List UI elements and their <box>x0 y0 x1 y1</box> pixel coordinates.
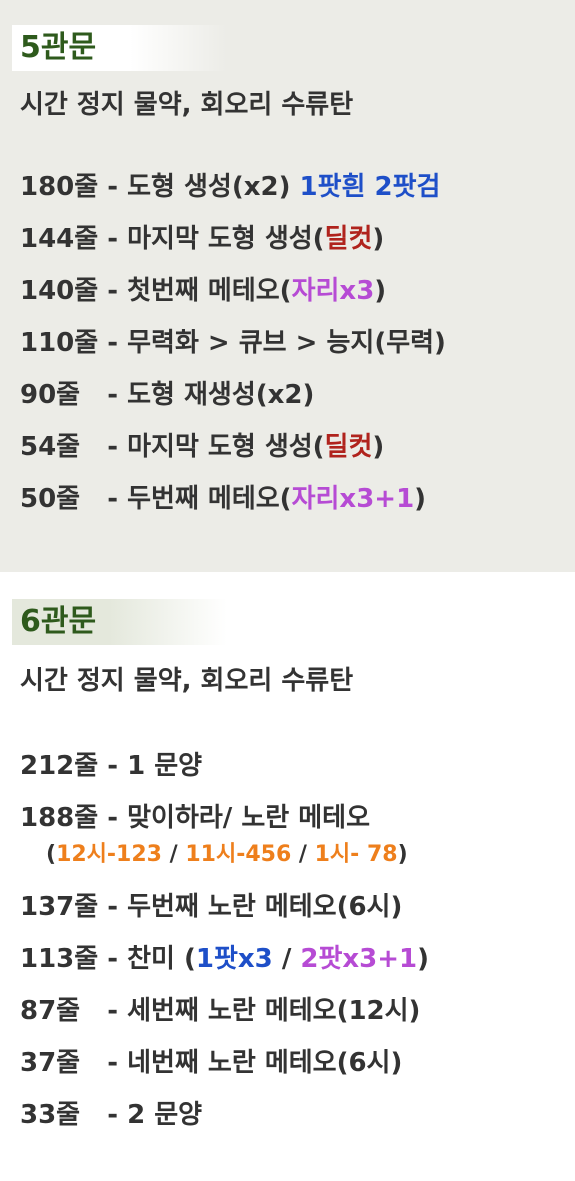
list-item: 33줄 - 2 문양 <box>20 1096 202 1134</box>
highlight-text: 1팟x3 <box>195 944 273 974</box>
list-item: 37줄 - 네번째 노란 메테오(6시) <box>20 1044 402 1082</box>
line-text: 두번째 메테오( <box>127 484 292 514</box>
section-subtitle: 시간 정지 물약, 회오리 수류탄 <box>20 90 354 120</box>
highlight-text: 딜컷 <box>324 224 373 254</box>
line-dash: - <box>98 224 128 254</box>
section-heading: 6관문 <box>12 599 227 645</box>
line-text: 세번째 노란 메테오(12시) <box>127 996 421 1026</box>
line-text: 무력화 > 큐브 > 능지(무력) <box>127 328 446 358</box>
line-dash: - <box>80 380 128 410</box>
line-label: 137줄 <box>20 892 99 922</box>
line-text: 마지막 도형 생성( <box>127 224 325 254</box>
sub-sep: / <box>161 842 186 867</box>
line-label: 33줄 <box>20 1100 81 1130</box>
highlight-text: 2팟x3+1 <box>300 944 418 974</box>
highlight-text: 자리x3+1 <box>291 484 415 514</box>
list-item: 137줄 - 두번째 노란 메테오(6시) <box>20 888 402 926</box>
highlight-text: 자리x3 <box>291 276 375 306</box>
line-dash: - <box>80 1048 128 1078</box>
line-text: 맞이하라/ 노란 메테오 <box>127 803 370 833</box>
line-label: 180줄 <box>20 172 99 202</box>
line-text: 첫번째 메테오( <box>127 276 292 306</box>
list-item: 54줄 - 마지막 도형 생성(딜컷) <box>20 428 384 466</box>
line-dash: - <box>98 276 128 306</box>
line-text: 마지막 도형 생성( <box>127 432 325 462</box>
list-item: 144줄 - 마지막 도형 생성(딜컷) <box>20 220 384 258</box>
line-tail: ) <box>372 432 385 462</box>
line-dash: - <box>80 432 128 462</box>
list-item: 140줄 - 첫번째 메테오(자리x3) <box>20 272 386 310</box>
line-text: 도형 생성(x2) <box>127 172 300 202</box>
line-dash: - <box>98 892 128 922</box>
line-label: 144줄 <box>20 224 99 254</box>
list-item: 87줄 - 세번째 노란 메테오(12시) <box>20 992 420 1030</box>
line-mid: / <box>272 944 301 974</box>
line-dash: - <box>80 996 128 1026</box>
line-text: 1 문양 <box>127 751 203 781</box>
list-sub-item: (12시-123 / 11시-456 / 1시- 78) <box>46 840 408 870</box>
list-item: 113줄 - 찬미 (1팟x3 / 2팟x3+1) <box>20 940 429 978</box>
clock-position-c: 1시- 78 <box>314 842 398 867</box>
line-dash: - <box>98 803 128 833</box>
line-tail: ) <box>372 224 385 254</box>
line-text: 네번째 노란 메테오(6시) <box>127 1048 403 1078</box>
line-text: 도형 재생성(x2) <box>127 380 315 410</box>
line-tail: ) <box>417 944 430 974</box>
line-label: 113줄 <box>20 944 99 974</box>
list-item: 212줄 - 1 문양 <box>20 747 202 785</box>
line-label: 54줄 <box>20 432 81 462</box>
list-item: 180줄 - 도형 생성(x2) 1팟흰 2팟검 <box>20 168 440 206</box>
list-item: 90줄 - 도형 재생성(x2) <box>20 376 314 414</box>
line-dash: - <box>80 1100 128 1130</box>
list-item: 188줄 - 맞이하라/ 노란 메테오 <box>20 799 370 837</box>
line-text: 두번째 노란 메테오(6시) <box>127 892 403 922</box>
line-dash: - <box>98 328 128 358</box>
line-label: 140줄 <box>20 276 99 306</box>
section-subtitle: 시간 정지 물약, 회오리 수류탄 <box>20 666 354 696</box>
line-label: 212줄 <box>20 751 99 781</box>
line-label: 50줄 <box>20 484 81 514</box>
line-text: 찬미 ( <box>127 944 196 974</box>
line-tail: ) <box>414 484 427 514</box>
line-label: 37줄 <box>20 1048 81 1078</box>
section-6: 6관문 시간 정지 물약, 회오리 수류탄 212줄 - 1 문양 188줄 -… <box>0 572 575 1181</box>
line-label: 188줄 <box>20 803 99 833</box>
line-dash: - <box>98 172 128 202</box>
clock-position-b: 11시-456 <box>185 842 292 867</box>
highlight-text: 딜컷 <box>324 432 373 462</box>
line-tail: ) <box>374 276 387 306</box>
section-heading: 5관문 <box>12 25 227 71</box>
clock-position-a: 12시-123 <box>56 842 162 867</box>
line-label: 87줄 <box>20 996 81 1026</box>
line-dash: - <box>98 751 128 781</box>
section-5: 5관문 시간 정지 물약, 회오리 수류탄 180줄 - 도형 생성(x2) 1… <box>0 0 575 572</box>
line-dash: - <box>98 944 128 974</box>
highlight-text: 1팟흰 2팟검 <box>299 172 441 202</box>
sub-open: ( <box>46 842 57 867</box>
line-dash: - <box>80 484 128 514</box>
line-text: 2 문양 <box>127 1100 203 1130</box>
sub-sep: / <box>291 842 315 867</box>
line-label: 110줄 <box>20 328 99 358</box>
sub-close: ) <box>397 842 408 867</box>
list-item: 110줄 - 무력화 > 큐브 > 능지(무력) <box>20 324 446 362</box>
line-label: 90줄 <box>20 380 81 410</box>
list-item: 50줄 - 두번째 메테오(자리x3+1) <box>20 480 426 518</box>
